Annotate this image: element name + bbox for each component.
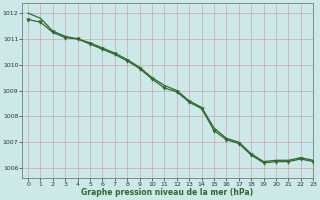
X-axis label: Graphe pression niveau de la mer (hPa): Graphe pression niveau de la mer (hPa) [82, 188, 254, 197]
